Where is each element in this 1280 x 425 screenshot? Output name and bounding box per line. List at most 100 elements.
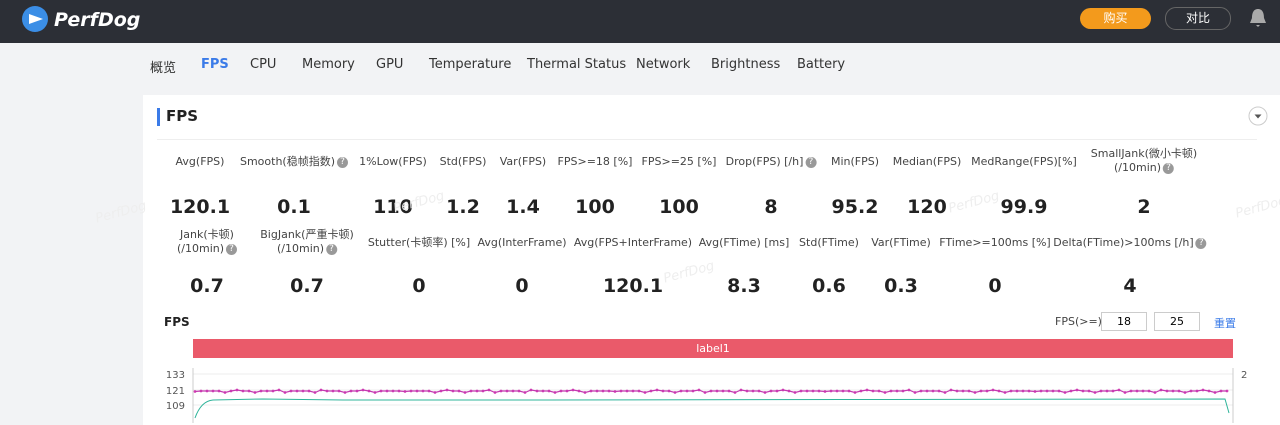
metric-value: 0.7 bbox=[190, 275, 224, 297]
label-line: Delta(FTime)>100ms [/h] bbox=[1053, 236, 1194, 249]
metric-label: Median(FPS) bbox=[893, 155, 962, 169]
metric-value: 8 bbox=[764, 196, 778, 218]
buy-button[interactable]: 购买 bbox=[1080, 8, 1151, 29]
metric-value: 1.2 bbox=[446, 196, 480, 218]
help-icon[interactable]: ? bbox=[1163, 162, 1175, 174]
label-line: Median(FPS) bbox=[892, 155, 962, 168]
threshold-input[interactable]: 25 bbox=[1154, 312, 1200, 331]
band-label: label1 bbox=[193, 339, 1233, 358]
help-icon[interactable]: ? bbox=[326, 243, 338, 255]
fps-panel: FPS FPS FPS(>=) 18 25 重置 label1 133 121 10… bbox=[94, 95, 1280, 425]
tab[interactable]: Brightness bbox=[711, 57, 781, 72]
chart-title: FPS bbox=[164, 315, 190, 329]
metric-value: 120.1 bbox=[602, 275, 664, 297]
y-tick-label: 121 bbox=[166, 386, 185, 397]
metric-label: FPS>=25 [%] bbox=[642, 155, 717, 169]
threshold-input[interactable]: 18 bbox=[1101, 312, 1147, 331]
metric-label: Avg(InterFrame) bbox=[477, 236, 566, 250]
series-line bbox=[194, 398, 1230, 419]
label-sub: (/10min)? bbox=[177, 242, 238, 256]
metric-value: 100 bbox=[659, 196, 699, 218]
tab[interactable]: FPS bbox=[201, 57, 229, 72]
metric-label: Var(FPS) bbox=[500, 155, 546, 169]
tab[interactable]: 概览 bbox=[150, 61, 177, 76]
y-tick-label: 109 bbox=[166, 401, 185, 412]
panel-title: FPS bbox=[166, 107, 199, 125]
help-icon[interactable]: ? bbox=[805, 156, 817, 168]
metric-value: 0.3 bbox=[884, 275, 918, 297]
label-line: Avg(FPS) bbox=[175, 155, 225, 168]
tab[interactable]: Thermal Status bbox=[527, 57, 627, 72]
label-line: Avg(FTime) [ms] bbox=[698, 236, 790, 249]
label-line: Std(FPS) bbox=[439, 155, 487, 168]
label-line: Jank(卡顿) bbox=[180, 228, 234, 241]
metric-label: Drop(FPS) [/h]? bbox=[726, 155, 817, 169]
metric-label: Min(FPS) bbox=[831, 155, 879, 169]
help-icon[interactable]: ? bbox=[226, 243, 238, 255]
tab[interactable]: Memory bbox=[302, 57, 355, 72]
label-line: Min(FPS) bbox=[830, 155, 880, 168]
metric-value: 0 bbox=[412, 275, 426, 297]
metric-value: 99.9 bbox=[1000, 196, 1048, 218]
label-line: Drop(FPS) [/h] bbox=[725, 155, 804, 168]
label-line: Avg(InterFrame) bbox=[477, 236, 567, 249]
help-icon[interactable]: ? bbox=[1195, 237, 1207, 249]
metric-value: 8.3 bbox=[727, 275, 761, 297]
label-line: Var(FTime) bbox=[871, 236, 931, 249]
tab[interactable]: GPU bbox=[376, 57, 404, 72]
metric-label: Var(FTime) bbox=[871, 236, 931, 250]
label-line: Stutter(卡顿率) [%] bbox=[367, 236, 471, 249]
label-line: FPS>=25 [%] bbox=[641, 155, 717, 168]
tab[interactable]: CPU bbox=[250, 57, 277, 72]
bell-icon[interactable] bbox=[1249, 8, 1267, 28]
metric-label: Smooth(稳帧指数)? bbox=[240, 155, 349, 169]
metric-label: 1%Low(FPS) bbox=[359, 155, 427, 169]
logo-text: PerfDog bbox=[54, 9, 141, 31]
metric-value: 120.1 bbox=[169, 196, 231, 218]
label-line: MedRange(FPS)[%] bbox=[971, 155, 1077, 168]
metric-value: 1.4 bbox=[506, 196, 540, 218]
metric-label: Delta(FTime)>100ms [/h]? bbox=[1053, 236, 1207, 250]
metric-value: 0.1 bbox=[277, 196, 311, 218]
metric-value: 0 bbox=[988, 275, 1002, 297]
metric-value: 120 bbox=[907, 196, 947, 218]
divider bbox=[157, 139, 1257, 140]
y-tick-label: 133 bbox=[166, 370, 185, 381]
label-sub: (/10min)? bbox=[1091, 161, 1197, 175]
metric-label: MedRange(FPS)[%] bbox=[971, 155, 1077, 169]
title-accent bbox=[157, 108, 160, 126]
watermark: PerfDog bbox=[93, 198, 149, 227]
logo-icon bbox=[22, 6, 48, 32]
metric-label: Avg(FTime) [ms] bbox=[699, 236, 790, 250]
tab[interactable]: Network bbox=[636, 57, 691, 72]
chart: 133 121 109 2 bbox=[166, 368, 1247, 423]
help-icon[interactable]: ? bbox=[337, 156, 349, 168]
series-line bbox=[194, 389, 1227, 394]
collapse-button[interactable] bbox=[1248, 106, 1268, 126]
metric-label: Std(FPS) bbox=[440, 155, 487, 169]
metric-label: Avg(FPS+InterFrame) bbox=[574, 236, 692, 250]
threshold-label: FPS(>=) bbox=[1055, 315, 1102, 328]
metric-label: BigJank(严重卡顿) (/10min)? bbox=[260, 228, 354, 256]
label-line: SmallJank(微小卡顿) bbox=[1090, 147, 1198, 160]
compare-button[interactable]: 对比 bbox=[1165, 7, 1231, 30]
metric-label: Jank(卡顿) (/10min)? bbox=[177, 228, 238, 256]
label-sub: (/10min)? bbox=[260, 242, 354, 256]
top-bar: PerfDog 购买 对比 bbox=[0, 0, 1280, 43]
label-line: Var(FPS) bbox=[499, 155, 547, 168]
metric-label: FPS>=18 [%] bbox=[558, 155, 633, 169]
metric-label: FTime>=100ms [%] bbox=[939, 236, 1050, 250]
tab[interactable]: Temperature bbox=[429, 57, 512, 72]
metric-value: 110 bbox=[373, 196, 413, 218]
metric-value: 4 bbox=[1123, 275, 1137, 297]
tab[interactable]: Battery bbox=[797, 57, 846, 72]
reset-link[interactable]: 重置 bbox=[1214, 317, 1236, 330]
label-line: Avg(FPS+InterFrame) bbox=[573, 236, 693, 249]
metric-label: Std(FTime) bbox=[799, 236, 859, 250]
label-line: FPS>=18 [%] bbox=[557, 155, 633, 168]
metric-label: SmallJank(微小卡顿) (/10min)? bbox=[1091, 147, 1197, 175]
metric-value: 2 bbox=[1137, 196, 1151, 218]
label-line: BigJank(严重卡顿) bbox=[260, 228, 354, 241]
metric-value: 0.6 bbox=[812, 275, 846, 297]
